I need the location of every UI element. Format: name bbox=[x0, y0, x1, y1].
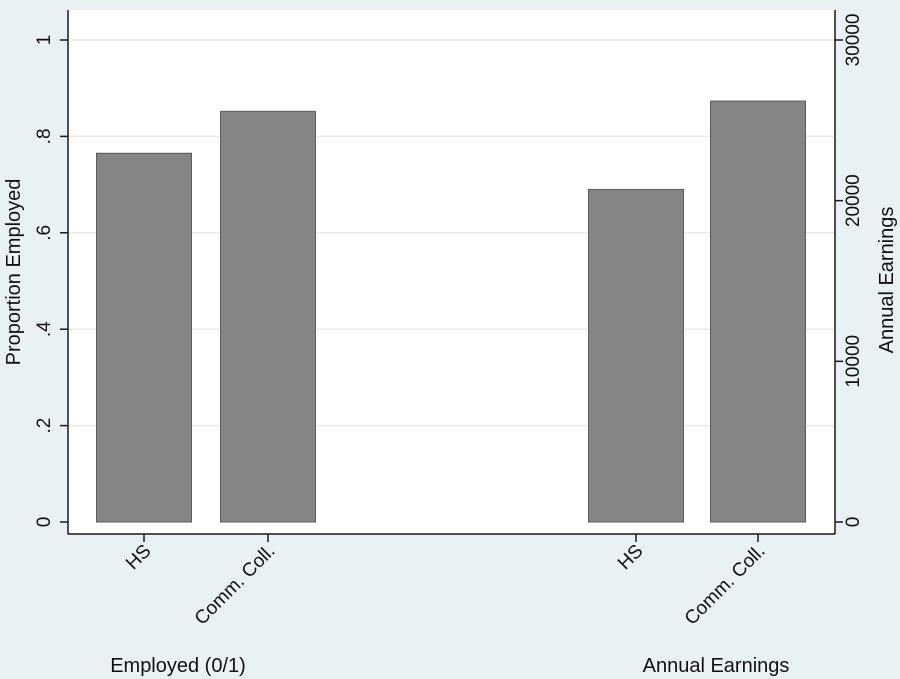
group-title: Employed (0/1) bbox=[110, 655, 246, 677]
bars bbox=[96, 100, 806, 523]
left-axis-tick-label: .2 bbox=[34, 418, 55, 434]
right-axis-tick-label: 30000 bbox=[843, 14, 864, 67]
group-title: Annual Earnings bbox=[643, 655, 790, 677]
right-axis-tick-label: 20000 bbox=[843, 174, 864, 227]
bar bbox=[96, 152, 192, 523]
bar bbox=[220, 110, 316, 523]
gridlines bbox=[68, 39, 835, 427]
right-axis-tick-label: 0 bbox=[843, 517, 864, 528]
plot-area-background bbox=[68, 10, 835, 534]
left-axis-tick-label: .8 bbox=[34, 128, 55, 144]
right-axis-title: Annual Earnings bbox=[876, 207, 898, 354]
left-axis-title: Proportion Employed bbox=[3, 179, 25, 366]
left-axis-tick-label: 0 bbox=[34, 517, 55, 528]
bar bbox=[710, 100, 806, 523]
left-axis-tick-label: .6 bbox=[34, 225, 55, 241]
left-axis-tick-label: .4 bbox=[34, 321, 55, 337]
left-axis-tick-label: 1 bbox=[34, 35, 55, 46]
right-axis-tick-label: 10000 bbox=[843, 335, 864, 388]
bar bbox=[588, 188, 684, 523]
axes bbox=[60, 10, 843, 542]
